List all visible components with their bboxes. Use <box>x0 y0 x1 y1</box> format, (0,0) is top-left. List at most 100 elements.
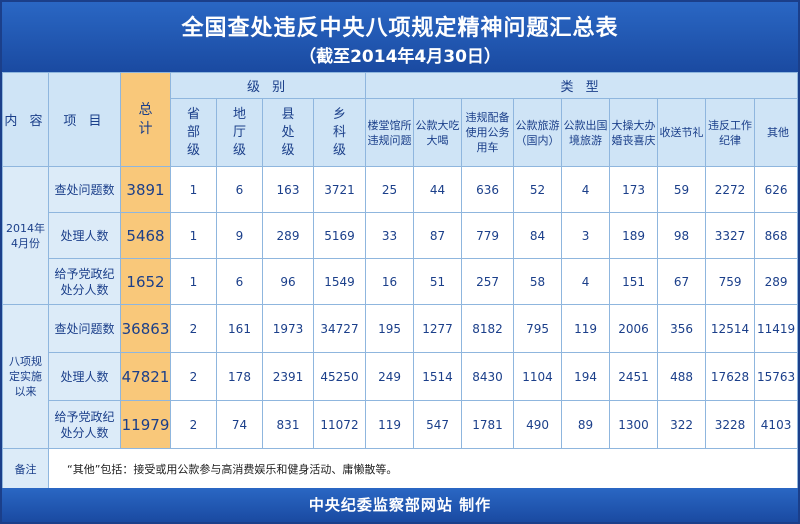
category-value-cell: 2451 <box>609 352 659 401</box>
header-category-text: 其他 <box>767 126 790 139</box>
level-value-cell: 178 <box>216 352 263 401</box>
category-value-cell: 25 <box>365 166 415 213</box>
header-category-8: 其他 <box>754 98 799 167</box>
category-value-cell: 119 <box>365 400 415 449</box>
row-item-text: 查处问题数 <box>54 321 115 336</box>
category-value-cell: 195 <box>365 304 415 353</box>
header-level-text: 县处级 <box>281 106 295 158</box>
level-value-cell: 74 <box>216 400 263 449</box>
note-label: 备注 <box>2 448 49 489</box>
title-bar: 全国查处违反中央八项规定精神问题汇总表 （截至2014年4月30日） <box>2 2 798 72</box>
category-value-cell: 1514 <box>413 352 463 401</box>
period-label: 八项规定实施以来 <box>2 304 49 449</box>
level-value-cell: 6 <box>216 166 263 213</box>
category-value-cell: 51 <box>413 258 463 305</box>
header-category-5: 大操大办婚丧喜庆 <box>609 98 659 167</box>
category-value-cell: 1277 <box>413 304 463 353</box>
level-value-cell: 5169 <box>312 212 367 259</box>
header-level-group: 级 别 <box>169 72 367 99</box>
row-item-label: 给予党政纪处分人数 <box>48 400 121 449</box>
row-item-label: 处理人数 <box>48 352 121 401</box>
category-value-cell: 87 <box>413 212 463 259</box>
level-value-cell: 1973 <box>262 304 314 353</box>
level-value-cell: 2391 <box>262 352 314 401</box>
level-value-cell: 96 <box>262 258 314 305</box>
category-value-cell: 189 <box>609 212 659 259</box>
category-value-cell: 8182 <box>461 304 515 353</box>
level-value-cell: 289 <box>262 212 314 259</box>
header-level-3: 乡科级 <box>312 98 367 167</box>
category-value-cell: 84 <box>513 212 563 259</box>
level-value-cell: 6 <box>216 258 263 305</box>
category-value-cell: 2272 <box>705 166 756 213</box>
header-category-text: 大操大办婚丧喜庆 <box>611 118 656 147</box>
header-category-3: 公款旅游（国内） <box>513 98 563 167</box>
category-value-cell: 4103 <box>754 400 799 449</box>
category-value-cell: 59 <box>657 166 707 213</box>
category-value-cell: 1781 <box>461 400 515 449</box>
category-value-cell: 4 <box>561 258 611 305</box>
level-value-cell: 11072 <box>312 400 367 449</box>
category-value-cell: 759 <box>705 258 756 305</box>
row-item-label: 给予党政纪处分人数 <box>48 258 121 305</box>
level-value-cell: 2 <box>170 400 217 449</box>
level-value-cell: 2 <box>170 304 217 353</box>
row-item-label: 处理人数 <box>48 212 121 259</box>
category-value-cell: 58 <box>513 258 563 305</box>
level-value-cell: 1 <box>170 212 217 259</box>
header-category-text: 楼堂馆所违规问题 <box>367 118 412 147</box>
row-item-text: 处理人数 <box>60 228 109 243</box>
category-value-cell: 98 <box>657 212 707 259</box>
row-total-cell: 47821 <box>120 352 171 401</box>
row-total-cell: 36863 <box>120 304 171 353</box>
category-value-cell: 249 <box>365 352 415 401</box>
header-level-text: 省部级 <box>186 106 200 158</box>
header-level-0: 省部级 <box>170 98 217 167</box>
row-total-cell: 1652 <box>120 258 171 305</box>
category-value-cell: 289 <box>754 258 799 305</box>
header-level-text: 地厅级 <box>232 106 246 158</box>
header-level-2: 县处级 <box>262 98 314 167</box>
summary-table: 内 容 项 目 总计 级 别 类 型 省部级 地厅级 县处级 乡科级 楼堂馆所违规问题公… <box>2 72 799 489</box>
header-category-text: 违反工作纪律 <box>708 118 753 147</box>
table-row: 处理人数 47821 2 178 2391 45250 249 1514 8430 1104 194… <box>3 352 799 401</box>
category-value-cell: 356 <box>657 304 707 353</box>
level-value-cell: 34727 <box>312 304 367 353</box>
page-subtitle: （截至2014年4月30日） <box>299 47 501 67</box>
category-value-cell: 119 <box>561 304 611 353</box>
category-value-cell: 12514 <box>705 304 756 353</box>
category-value-cell: 52 <box>513 166 563 213</box>
table-row: 给予党政纪处分人数 11979 2 74 831 11072 119 547 1781 490 89… <box>3 400 799 449</box>
header-category-1: 公款大吃大喝 <box>413 98 463 167</box>
header-content: 内 容 <box>2 72 49 167</box>
category-value-cell: 1300 <box>609 400 659 449</box>
category-value-cell: 44 <box>413 166 463 213</box>
table-row: 处理人数 5468 1 9 289 5169 33 87 779 84 3 189 98 3327 868 <box>3 212 799 259</box>
category-value-cell: 779 <box>461 212 515 259</box>
level-value-cell: 1 <box>170 166 217 213</box>
header-category-6: 收送节礼 <box>657 98 707 167</box>
row-item-text: 给予党政纪处分人数 <box>54 266 115 297</box>
header-category-text: 违规配备使用公务用车 <box>465 111 510 154</box>
category-value-cell: 636 <box>461 166 515 213</box>
category-value-cell: 151 <box>609 258 659 305</box>
period-label: 2014年4月份 <box>2 166 49 305</box>
category-value-cell: 2006 <box>609 304 659 353</box>
category-value-cell: 626 <box>754 166 799 213</box>
category-value-cell: 17628 <box>705 352 756 401</box>
level-value-cell: 3721 <box>312 166 367 213</box>
header-category-0: 楼堂馆所违规问题 <box>365 98 415 167</box>
level-value-cell: 161 <box>216 304 263 353</box>
category-value-cell: 11419 <box>754 304 799 353</box>
level-value-cell: 9 <box>216 212 263 259</box>
row-item-text: 处理人数 <box>60 369 109 384</box>
category-value-cell: 3327 <box>705 212 756 259</box>
category-value-cell: 488 <box>657 352 707 401</box>
footer-credit: 中央纪委监察部网站 制作 <box>2 488 798 522</box>
header-level-text: 乡科级 <box>332 106 346 158</box>
page-title: 全国查处违反中央八项规定精神问题汇总表 <box>181 16 619 41</box>
header-level-1: 地厅级 <box>216 98 263 167</box>
row-item-label: 查处问题数 <box>48 304 121 353</box>
table-row: 给予党政纪处分人数 1652 1 6 96 1549 16 51 257 58 4 151 67 759 2… <box>3 258 799 305</box>
header-total-text: 总计 <box>138 101 153 137</box>
